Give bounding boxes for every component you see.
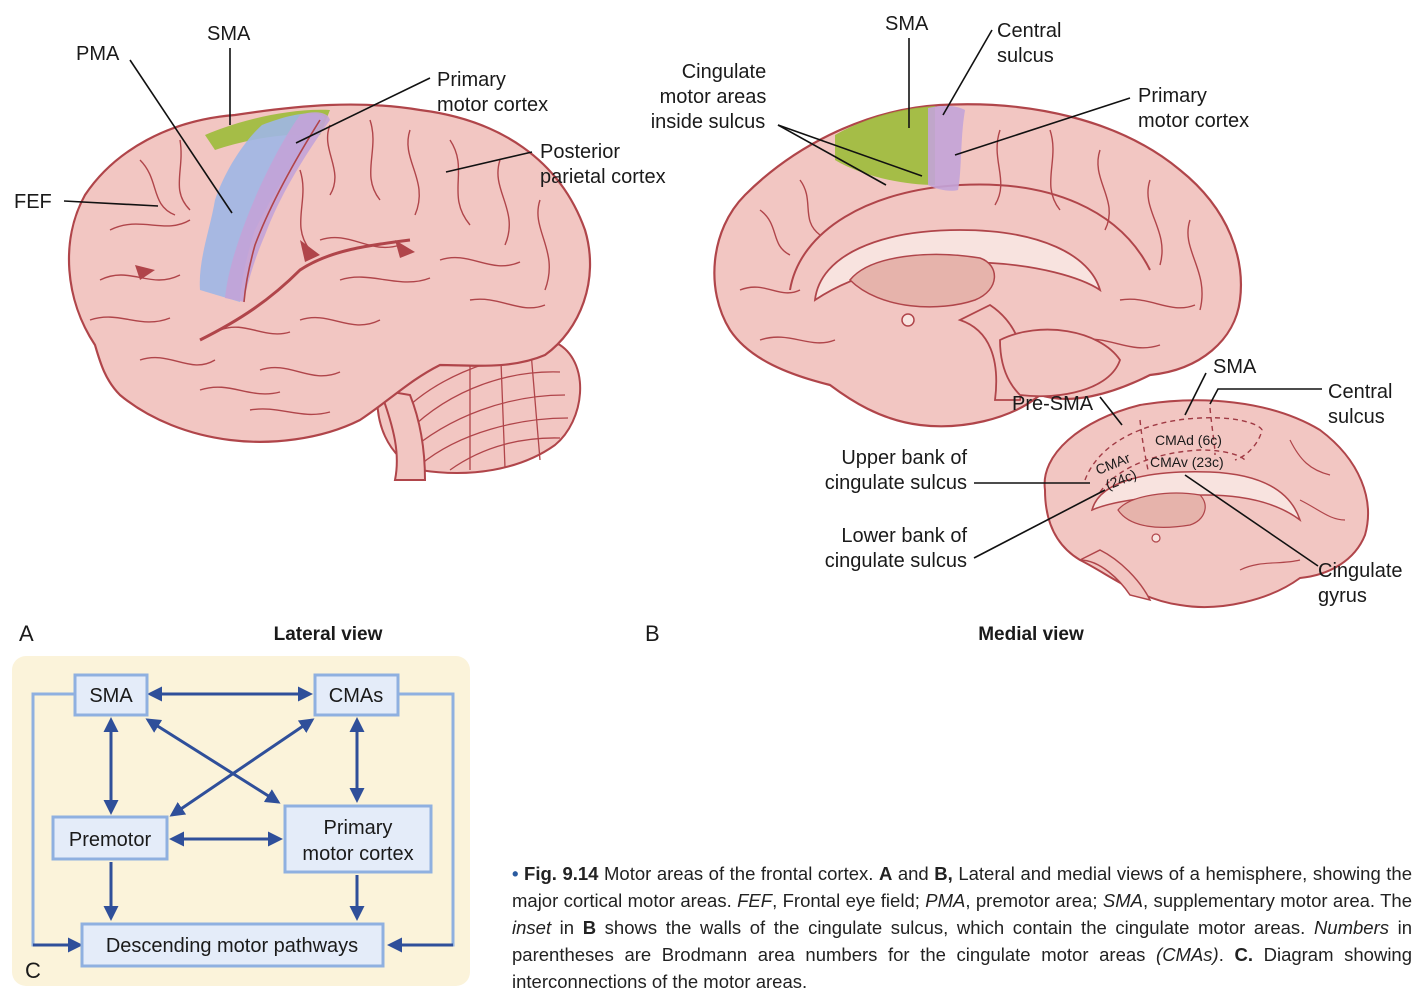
caption-text: . — [1218, 944, 1235, 965]
caption-abbr-pma: PMA — [925, 890, 966, 911]
inset-label-upper-bank-1: Upper bank of — [841, 447, 967, 469]
caption-text: Diagram showing interconnections of the … — [512, 944, 1413, 992]
lateral-primary-motor-region — [225, 112, 330, 302]
label-posterior-parietal-2: parietal cortex — [540, 166, 666, 188]
caption-inset: inset — [512, 917, 552, 938]
panel-b-annotations: SMA Central sulcus Cingulate motor areas… — [645, 13, 1249, 646]
box-descending-label: Descending motor pathways — [106, 935, 358, 957]
view-title-lateral: Lateral view — [274, 624, 383, 645]
edge-cmas-premotor — [169, 718, 315, 817]
lateral-brain-illustration — [67, 103, 592, 481]
cerebrum — [67, 103, 592, 443]
label-central-sulcus-1: Central — [997, 20, 1061, 42]
caption-text: Lateral and medial views of a hemisphere… — [512, 863, 1412, 911]
caption-abbr-cmas: (CMAs) — [1156, 944, 1219, 965]
label-cingulate-motor-1: Cingulate — [682, 61, 767, 83]
caption-text: shows the walls of the cingulate sulcus,… — [596, 917, 1314, 938]
panel-letter-b: B — [645, 621, 660, 646]
inset-label-lower-bank-1: Lower bank of — [841, 525, 967, 547]
inset-annotations: SMA Pre-SMA Central sulcus CMAd (6c) CMA… — [825, 356, 1403, 607]
lateral-sulci — [89, 119, 550, 416]
caption-ref-c: C. — [1234, 944, 1253, 965]
box-primary-motor-label-1: Primary — [324, 817, 393, 839]
label-primary-motor-lateral-1: Primary — [437, 69, 506, 91]
medial-brain-illustration — [713, 103, 1242, 428]
inset-label-central-2: sulcus — [1328, 406, 1385, 428]
label-pma: PMA — [76, 43, 120, 65]
caption-fig-number: Fig. 9.14 — [524, 863, 599, 884]
caption-text: in parentheses are Brodmann area numbers… — [512, 917, 1412, 965]
panel-a-annotations: SMA PMA Primary motor cortex Posterior p… — [14, 23, 666, 646]
medial-sma-region — [835, 106, 935, 185]
caption-ref-b2: B — [582, 917, 597, 938]
inset-label-cmad: CMAd (6c) — [1155, 432, 1222, 448]
medial-thalamus — [848, 253, 996, 308]
label-primary-motor-medial-1: Primary — [1138, 85, 1207, 107]
inset-label-sma: SMA — [1213, 356, 1257, 378]
box-cmas — [313, 673, 400, 717]
medial-cerebellum — [999, 328, 1121, 398]
box-primary-motor-label-2: motor cortex — [302, 843, 413, 865]
inset-label-pre-sma: Pre-SMA — [1012, 393, 1094, 415]
inset-brain-outline — [1043, 399, 1369, 608]
inset-label-cmav: CMAv (23c) — [1150, 454, 1224, 470]
medial-primary-motor-region — [928, 105, 965, 191]
inset-label-lower-bank-2: cingulate sulcus — [825, 550, 967, 572]
box-sma-label: SMA — [89, 685, 133, 707]
label-fef: FEF — [14, 191, 52, 213]
caption-bullet: • — [512, 863, 525, 884]
label-primary-motor-lateral-2: motor cortex — [437, 94, 548, 116]
box-premotor — [51, 815, 169, 861]
label-sma-medial: SMA — [885, 13, 929, 35]
inset-label-cingulate-gyrus-2: gyrus — [1318, 585, 1367, 607]
caption-ref-a: A — [878, 863, 893, 884]
caption-numbers: Numbers — [1313, 917, 1389, 938]
panel-letter-c: C — [25, 958, 41, 983]
label-posterior-parietal-1: Posterior — [540, 141, 620, 163]
caption-text: and — [892, 863, 935, 884]
box-sma — [73, 673, 149, 717]
caption-text: , supplementary motor area. The — [1142, 890, 1413, 911]
inset-label-central-1: Central — [1328, 381, 1392, 403]
label-sma-lateral: SMA — [207, 23, 251, 45]
panel-c-diagram: SMA CMAs Premotor Primary motor cortex D… — [12, 656, 470, 986]
inset-label-upper-bank-2: cingulate sulcus — [825, 472, 967, 494]
brainstem — [378, 388, 427, 481]
box-cmas-label: CMAs — [329, 685, 383, 707]
label-cingulate-motor-3: inside sulcus — [651, 111, 766, 133]
caption-abbr-sma: SMA — [1102, 890, 1143, 911]
box-descending — [80, 922, 385, 968]
caption-ref-b: B, — [934, 863, 953, 884]
box-premotor-label: Premotor — [69, 829, 152, 851]
inset-medial-brain — [1043, 399, 1369, 608]
label-cingulate-motor-2: motor areas — [660, 86, 767, 108]
caption-abbr-fef: FEF — [737, 890, 773, 911]
box-primary-motor — [283, 804, 433, 874]
inset-label-cingulate-gyrus-1: Cingulate — [1318, 560, 1403, 582]
figure-caption: • Fig. 9.14 Motor areas of the frontal c… — [512, 860, 1412, 995]
caption-text: , premotor area; — [965, 890, 1103, 911]
caption-text: Motor areas of the frontal cortex. — [598, 863, 879, 884]
view-title-medial: Medial view — [978, 624, 1084, 645]
label-primary-motor-medial-2: motor cortex — [1138, 110, 1249, 132]
panel-letter-a: A — [19, 621, 34, 646]
lateral-fissure — [199, 238, 411, 342]
label-central-sulcus-2: sulcus — [997, 45, 1054, 67]
caption-text: , Frontal eye field; — [772, 890, 926, 911]
caption-text: in — [551, 917, 583, 938]
